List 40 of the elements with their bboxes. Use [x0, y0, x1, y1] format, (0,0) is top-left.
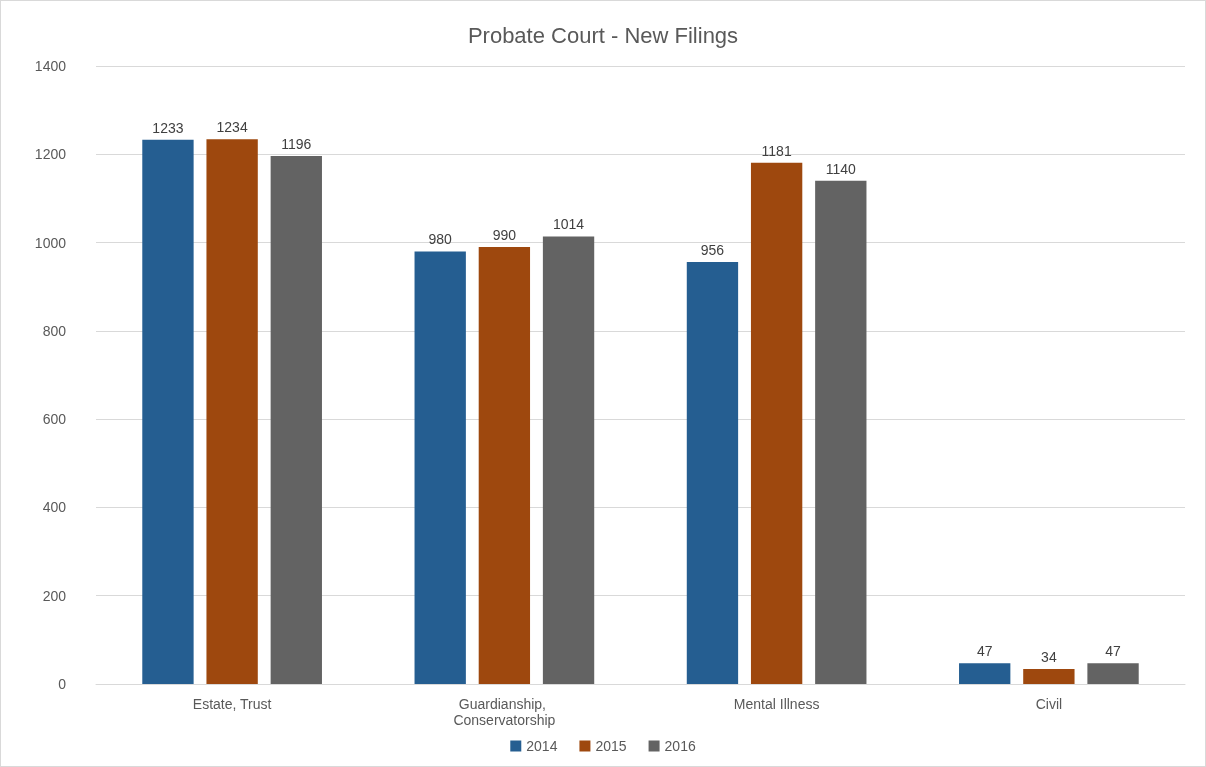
data-label: 34	[1041, 648, 1057, 665]
data-label: 47	[976, 643, 993, 660]
data-label: 1014	[552, 216, 585, 233]
data-label: 1140	[825, 160, 857, 177]
bar	[542, 236, 595, 684]
data-label: 47	[1105, 643, 1122, 660]
bar	[686, 261, 739, 684]
y-tick-label: 1000	[34, 234, 67, 251]
x-tick-label: Civil	[1035, 696, 1063, 712]
data-label: 956	[700, 241, 725, 258]
bar	[1023, 668, 1075, 684]
data-label: 990	[492, 226, 517, 243]
chart-title: Probate Court - New Filings	[467, 22, 739, 48]
x-tick-label: Guardianship, Conservatorship	[453, 696, 556, 728]
bar	[815, 180, 867, 684]
bar	[142, 139, 194, 684]
bar	[478, 246, 531, 684]
y-tick-label: 800	[42, 322, 67, 339]
x-tick-label: Estate, Trust	[192, 696, 272, 712]
bar	[750, 162, 803, 684]
data-label: 980	[428, 231, 453, 248]
data-label: 1181	[761, 142, 792, 159]
bar	[414, 251, 466, 684]
data-label: 1196	[281, 136, 312, 153]
y-tick-label: 400	[42, 499, 67, 516]
legend-label: 2015	[595, 738, 627, 754]
x-tick-label: Mental Illness	[733, 696, 820, 712]
legend-label: 2014	[526, 738, 558, 754]
data-label: 1234	[216, 119, 248, 136]
y-tick-label: 1400	[34, 58, 67, 74]
y-tick-label: 1200	[34, 146, 67, 163]
bar	[206, 139, 258, 684]
y-tick-label: 0	[58, 676, 67, 692]
y-tick-label: 200	[42, 587, 67, 604]
bar	[1087, 663, 1139, 684]
bar	[959, 663, 1011, 684]
bar	[270, 156, 322, 684]
legend-label: 2016	[664, 738, 696, 754]
y-tick-label: 600	[42, 411, 67, 428]
data-label: 1233	[152, 119, 184, 136]
